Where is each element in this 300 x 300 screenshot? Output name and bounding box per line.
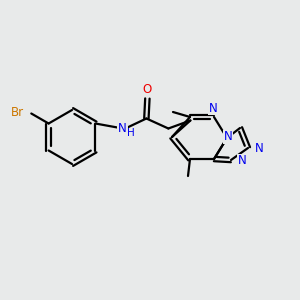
Text: N: N [238,154,247,167]
Text: O: O [143,83,152,96]
Text: N: N [255,142,264,154]
Text: N: N [208,101,217,115]
Text: H: H [128,128,135,139]
Text: Br: Br [11,106,24,119]
Text: N: N [118,122,127,135]
Text: N: N [224,130,232,143]
